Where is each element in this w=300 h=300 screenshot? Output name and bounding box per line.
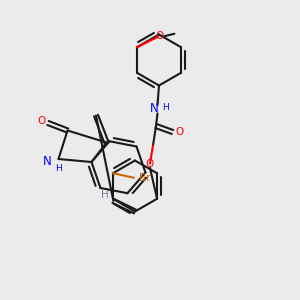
Text: N: N <box>149 102 158 115</box>
Text: H: H <box>163 103 169 112</box>
Text: H: H <box>101 190 109 200</box>
Text: O: O <box>37 116 46 127</box>
Text: O: O <box>145 159 154 169</box>
Text: Br: Br <box>139 173 150 183</box>
Text: O: O <box>155 31 164 41</box>
Text: H: H <box>55 164 62 173</box>
Text: O: O <box>175 127 183 137</box>
Text: N: N <box>43 155 52 168</box>
